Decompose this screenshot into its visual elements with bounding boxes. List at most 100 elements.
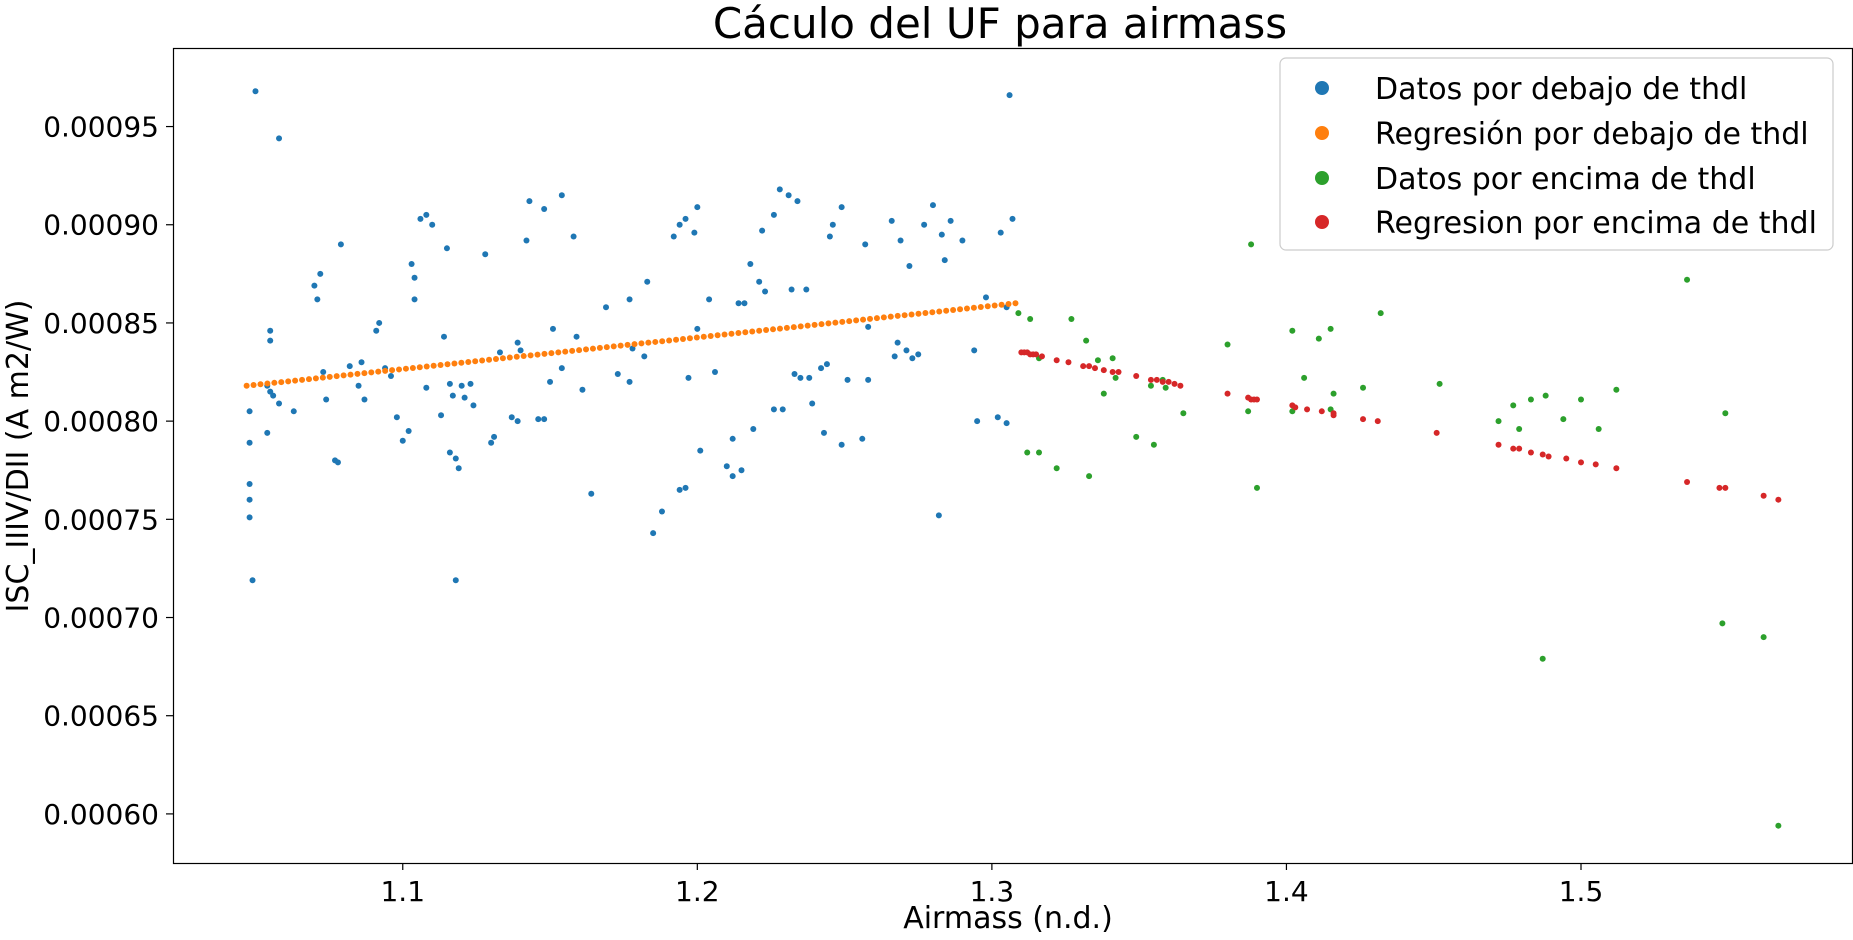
data-point-series-0 [779,406,786,413]
data-point-series-1 [707,333,714,339]
data-point-series-1 [257,381,264,388]
data-point-series-1 [652,338,659,345]
data-point-series-1 [513,353,520,360]
data-point-series-0 [826,233,833,240]
data-point-series-0 [756,278,763,285]
data-point-series-0 [423,211,430,218]
data-point-series-1 [409,364,416,371]
legend-label-regresion-debajo: Regresión por debajo de thdl [1375,117,1809,152]
data-point-series-0 [921,221,928,228]
data-point-series-0 [909,355,916,362]
data-point-series-0 [549,325,556,332]
legend-marker-regresion-encima [1315,215,1329,229]
data-point-series-0 [541,206,548,213]
data-point-series-0 [452,455,459,462]
data-point-series-0 [526,198,533,205]
data-point-series-0 [441,333,447,340]
data-point-series-1 [437,361,444,368]
data-point-series-0 [252,88,259,95]
legend-box [1279,57,1834,251]
data-point-series-1 [742,329,749,336]
legend-label-datos-debajo: Datos por debajo de thdl [1375,72,1747,107]
y-tick-label: 0.00095 [43,111,159,144]
data-point-series-0 [829,221,836,228]
data-point-series-1 [957,306,964,313]
data-point-series-0 [276,135,283,142]
data-point-series-2 [1775,822,1782,829]
data-point-series-1 [299,376,306,383]
data-point-series-0 [482,251,489,258]
data-point-series-2 [1133,433,1140,440]
data-point-series-0 [694,204,701,211]
y-tick-label: 0.00080 [43,405,159,438]
data-point-series-0 [570,233,577,240]
data-point-series-0 [791,371,798,377]
data-point-series-0 [246,480,253,487]
data-point-series-0 [523,237,530,244]
data-point-series-0 [938,231,945,238]
data-point-series-0 [723,463,730,470]
data-point-series-0 [906,262,913,269]
legend-marker-datos-encima [1315,171,1329,185]
data-point-series-0 [614,371,621,377]
data-point-series-0 [246,514,253,521]
data-point-series-1 [763,327,770,334]
data-point-series-0 [334,459,341,466]
data-point-series-0 [264,429,271,436]
data-point-series-1 [783,324,790,331]
data-point-series-3 [1171,380,1178,387]
data-point-series-1 [278,379,285,386]
data-point-series-2 [1613,386,1620,393]
data-point-series-3 [1304,406,1311,413]
data-point-series-0 [376,319,383,326]
data-point-series-2 [1027,316,1034,323]
data-point-series-0 [682,215,689,222]
data-point-series-1 [492,356,499,363]
data-point-series-0 [915,351,922,358]
data-point-series-0 [1009,215,1016,222]
data-point-series-0 [747,261,754,268]
data-point-series-1 [319,374,326,381]
data-point-series-1 [333,373,340,380]
data-point-series-0 [355,382,362,389]
data-point-series-1 [804,322,811,329]
data-point-series-0 [865,323,872,330]
data-point-series-2 [1377,310,1384,317]
data-point-series-3 [1224,390,1231,397]
data-point-series-1 [984,303,991,310]
data-point-series-0 [670,233,677,240]
data-point-series-2 [1301,374,1308,381]
data-point-series-3 [1109,369,1116,376]
data-point-series-0 [676,221,683,228]
data-point-series-1 [998,301,1005,308]
data-point-series-2 [1495,418,1502,425]
y-axis-label: ISC_IIIV/DII (A m2/W) [1,300,36,613]
plot-marks [243,88,1782,829]
chart-title: Cáculo del UF para airmass [713,0,1287,48]
data-point-series-0 [496,349,503,356]
data-point-series-1 [901,312,908,319]
data-point-series-1 [873,315,880,322]
data-point-series-0 [443,245,450,252]
data-point-series-1 [243,382,250,389]
data-point-series-0 [650,530,657,537]
data-point-series-2 [1560,416,1567,423]
data-point-series-1 [756,327,763,334]
y-tick-label: 0.00065 [43,700,159,733]
data-point-series-1 [326,373,333,380]
legend: Datos por debajo de thdl Regresión por d… [1279,57,1834,251]
data-point-series-1 [811,321,818,328]
data-point-series-2 [1719,620,1726,627]
data-point-series-1 [285,378,292,385]
data-point-series-0 [535,416,542,423]
data-point-series-3 [1033,351,1040,358]
data-point-series-0 [738,467,745,474]
x-tick-label: 1.4 [1264,875,1309,908]
data-point-series-0 [935,512,942,519]
y-tick-label: 0.00070 [43,602,159,635]
data-point-series-2 [1053,465,1060,472]
data-point-series-3 [1065,359,1072,366]
data-point-series-0 [997,229,1004,236]
data-point-series-0 [685,374,692,381]
